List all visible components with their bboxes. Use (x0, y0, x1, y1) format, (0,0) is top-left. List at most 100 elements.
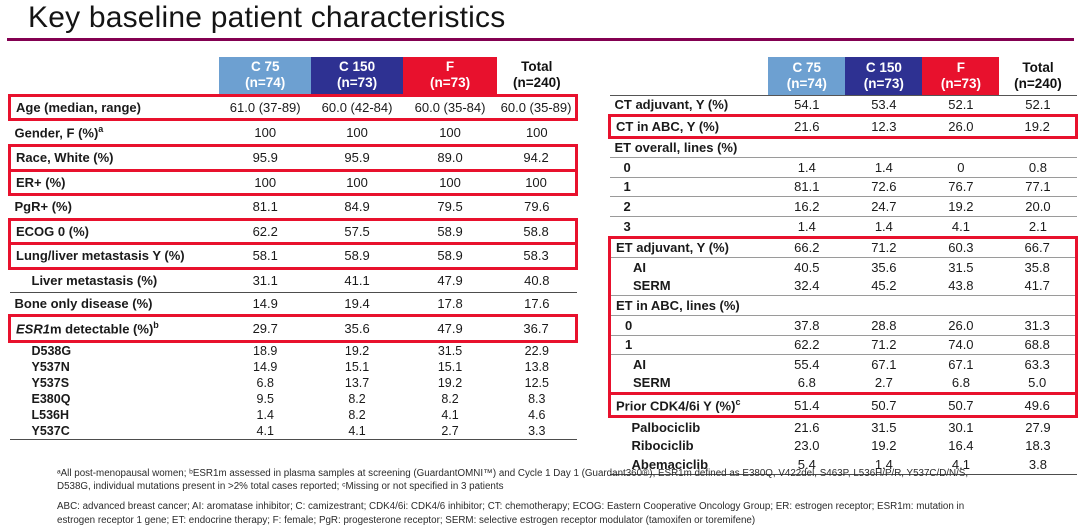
table-row: AI 55.4 67.1 67.1 63.3 (608, 354, 1079, 374)
table-row: Gender, F (%)a 100 100 100 100 (9, 119, 577, 147)
value-cell: 40.8 (497, 268, 577, 293)
row-label: SERM (608, 373, 769, 396)
value-cell: 2.7 (845, 373, 923, 396)
value-cell: 58.9 (311, 242, 403, 270)
value-cell (845, 295, 923, 317)
value-cell: 8.2 (348, 391, 366, 406)
row-label: Race, White (%) (8, 144, 220, 172)
value-cell: 53.4 (845, 95, 923, 117)
value-cell: 19.2 (437, 375, 463, 390)
column-header-text: F (956, 59, 966, 75)
value-cell (845, 137, 923, 159)
table-row: Y537C 4.1 4.1 2.7 3.3 (9, 423, 577, 441)
value-cell: 28.8 (845, 315, 923, 336)
value-cell: 36.7 (497, 314, 579, 344)
value-cell: 58.8 (497, 217, 579, 246)
row-label: ET adjuvant, Y (%) (608, 235, 769, 259)
value-cell: 1.4 (845, 157, 923, 178)
value-cell: 52.1 (999, 95, 1077, 117)
value-cell: 62.2 (768, 335, 846, 356)
table-row: E380Q 9.5 8.2 8.2 8.3 (10, 391, 577, 407)
value-cell: 100 (219, 168, 312, 197)
value-cell: 1.4 (768, 157, 846, 178)
value-cell: 1.4 (797, 218, 816, 234)
column-header-c-75: C 75 (n=74) (219, 57, 312, 96)
column-header-text: F (445, 59, 455, 75)
table-row: Age (median, range) 61.0 (37-89) 60.0 (42-… (8, 93, 579, 122)
left-table-header: C 75 (n=74) C 150 (n=73) F (n=73) Total (n=240) (10, 57, 577, 96)
column-header-text: (n=240) (1014, 75, 1062, 91)
table-row: ET in ABC, lines (%) (608, 295, 1079, 317)
value-cell: 66.7 (999, 235, 1079, 259)
value-cell: 24.7 (845, 196, 923, 218)
value-cell: 8.2 (348, 407, 366, 422)
value-cell: 14.9 (219, 292, 312, 317)
column-header-text: Total (1022, 59, 1054, 75)
value-cell (768, 295, 846, 317)
row-label: L536H (31, 407, 70, 422)
value-cell: 89.0 (402, 144, 498, 172)
value-cell: 26.0 (922, 315, 1000, 336)
value-cell: 68.8 (999, 335, 1079, 356)
row-label: Y537S (31, 375, 70, 390)
value-cell: 76.7 (922, 177, 1000, 198)
value-cell: 17.8 (402, 292, 498, 317)
value-cell: 26.0 (922, 114, 1000, 139)
value-cell: 19.2 (999, 114, 1079, 139)
table-row: Y537N 14.9 15.1 15.1 13.8 (10, 359, 577, 375)
value-cell: 21.6 (768, 114, 846, 139)
row-label: Age (median, range) (8, 93, 220, 122)
row-label: Y537C (9, 423, 220, 441)
value-cell: 4.1 (922, 455, 1000, 476)
row-label: 2 (609, 196, 769, 218)
column-header-text: C 150 (339, 59, 376, 75)
table-row: Abemaciclib 5.4 1.4 4.1 3.8 (609, 455, 1077, 476)
value-cell: 35.6 (871, 259, 897, 275)
value-cell: 31.5 (871, 419, 897, 435)
value-cell: 0 (922, 157, 1000, 178)
row-label: Prior CDK4/6i Y (%)c (608, 392, 769, 419)
column-header-c-75: C 75 (n=74) (768, 57, 846, 96)
footnote-definitions: ᵃAll post-menopausal women; ᵇESR1m asses… (57, 468, 969, 493)
row-label: Abemaciclib (609, 455, 769, 476)
value-cell: 4.6 (528, 407, 546, 422)
value-cell: 31.3 (999, 315, 1079, 336)
row-label: ET overall, lines (%) (609, 137, 769, 159)
table-row: Palbociclib 21.6 31.5 30.1 27.9 (610, 417, 1077, 437)
value-cell: 79.5 (402, 194, 498, 220)
value-cell: 58.3 (497, 242, 579, 270)
column-header-total: Total (n=240) (999, 57, 1077, 96)
value-cell: 100 (219, 119, 312, 147)
row-label: AI (608, 354, 769, 374)
value-cell: 19.4 (311, 292, 403, 317)
table-row: CT in ABC, Y (%) 21.6 12.3 26.0 19.2 (608, 114, 1079, 139)
value-cell: 66.2 (768, 235, 846, 259)
header-blank-cell (10, 57, 220, 95)
value-cell: 37.8 (768, 315, 846, 336)
value-cell: 67.1 (948, 356, 974, 372)
value-cell: 13.8 (524, 359, 549, 374)
table-row: ET overall, lines (%) (609, 137, 1077, 159)
value-cell: 29.7 (219, 314, 312, 344)
row-label: 3 (623, 218, 631, 234)
table-row: Race, White (%) 95.9 95.9 89.0 94.2 (8, 144, 579, 172)
row-label: 1 (608, 335, 769, 356)
table-row: Ribociclib 23.0 19.2 16.4 18.3 (610, 437, 1077, 456)
value-cell: 12.3 (845, 114, 923, 139)
value-cell: 100 (311, 119, 403, 147)
value-cell: 4.1 (951, 218, 970, 234)
row-label: Gender, F (%)a (9, 119, 220, 147)
value-cell: 20.0 (999, 196, 1077, 218)
value-cell: 35.6 (311, 314, 403, 344)
header-blank-cell (609, 57, 769, 96)
value-cell: 14.9 (253, 359, 278, 374)
value-cell: 4.1 (311, 423, 403, 441)
value-cell: 31.1 (219, 268, 312, 293)
column-header-c-150: C 150 (n=73) (845, 57, 923, 96)
prior-therapy-table: C 75 (n=74) C 150 (n=73) F (n=73) Total (n=240)… (608, 57, 1079, 476)
value-cell: 19.2 (344, 343, 370, 358)
value-cell: 58.9 (402, 217, 498, 246)
value-cell: 13.7 (344, 375, 370, 390)
value-cell: 3.3 (497, 423, 577, 441)
table-row: ER+ (%) 100 100 100 100 (8, 168, 579, 197)
